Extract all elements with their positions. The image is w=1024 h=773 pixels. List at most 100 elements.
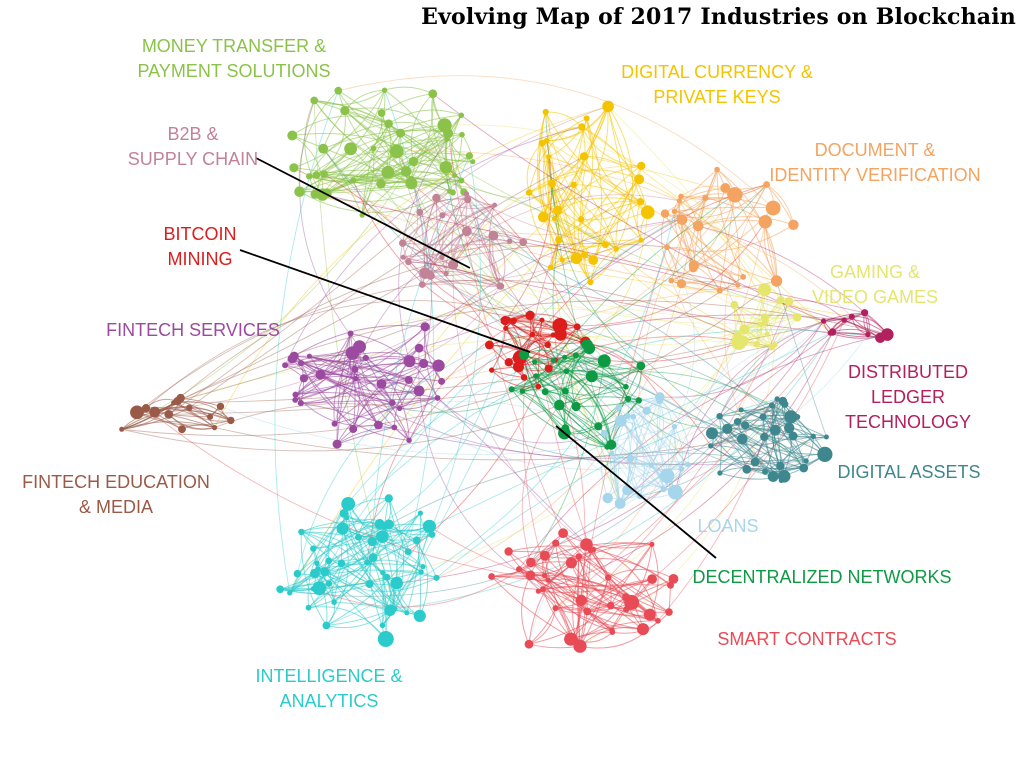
- node: [741, 421, 749, 429]
- node: [861, 309, 868, 316]
- node: [171, 400, 176, 405]
- node: [811, 434, 816, 439]
- label-line: DIGITAL CURRENCY &: [606, 60, 828, 85]
- node: [525, 311, 534, 320]
- node: [533, 373, 539, 379]
- node: [532, 359, 537, 364]
- node: [548, 180, 556, 188]
- node: [545, 364, 553, 372]
- node: [341, 497, 355, 511]
- node: [751, 458, 760, 467]
- label-loans: LOANS: [690, 514, 766, 539]
- node: [340, 106, 349, 115]
- node: [217, 403, 224, 410]
- node: [444, 137, 449, 142]
- node: [677, 214, 682, 219]
- edge: [385, 87, 433, 94]
- node: [380, 623, 386, 629]
- node: [702, 195, 708, 201]
- node: [583, 608, 591, 616]
- label-line: PAYMENT SOLUTIONS: [118, 59, 350, 84]
- node: [644, 609, 656, 621]
- node: [459, 132, 465, 138]
- node: [587, 279, 593, 285]
- node: [511, 318, 517, 324]
- node: [420, 564, 425, 569]
- node: [760, 413, 767, 420]
- node: [647, 574, 657, 584]
- node: [497, 283, 504, 290]
- node: [637, 198, 644, 205]
- node: [661, 209, 669, 217]
- node: [298, 529, 304, 535]
- node: [207, 414, 213, 420]
- node: [552, 318, 567, 333]
- node: [562, 388, 569, 395]
- node: [526, 571, 536, 581]
- node: [326, 580, 332, 586]
- node: [543, 109, 549, 115]
- label-line: FINTECH SERVICES: [104, 318, 282, 343]
- node: [538, 212, 549, 223]
- label-line: PRIVATE KEYS: [606, 85, 828, 110]
- node: [542, 573, 548, 579]
- node: [438, 118, 452, 132]
- node: [788, 220, 798, 230]
- node: [769, 403, 775, 409]
- node: [553, 206, 562, 215]
- label-distributed-ledger: DISTRIBUTED LEDGER TECHNOLOGY: [836, 360, 980, 435]
- node: [821, 318, 826, 323]
- edge: [137, 280, 738, 412]
- label-line: GAMING &: [800, 260, 950, 285]
- node: [655, 618, 661, 624]
- node: [526, 558, 536, 568]
- node: [298, 360, 304, 366]
- label-line: TECHNOLOGY: [836, 410, 980, 435]
- node: [580, 152, 588, 160]
- node: [333, 440, 342, 449]
- node: [679, 466, 685, 472]
- node: [636, 397, 642, 403]
- node: [793, 313, 801, 321]
- node: [603, 493, 613, 503]
- node: [643, 407, 651, 415]
- node: [803, 458, 808, 463]
- node: [380, 570, 385, 575]
- label-bitcoin-mining: BITCOIN MINING: [152, 222, 248, 272]
- label-line: B2B &: [118, 122, 268, 147]
- node: [318, 144, 328, 154]
- node: [777, 296, 785, 304]
- node: [419, 281, 426, 288]
- node: [730, 301, 738, 309]
- node: [382, 166, 395, 179]
- node: [689, 260, 699, 270]
- node: [331, 599, 337, 605]
- label-digital-assets: DIGITAL ASSETS: [834, 460, 984, 485]
- node: [492, 203, 497, 208]
- node: [761, 313, 769, 321]
- label-line: SMART CONTRACTS: [712, 627, 902, 652]
- node: [405, 548, 412, 555]
- node: [554, 400, 565, 411]
- node: [607, 602, 614, 609]
- node: [401, 166, 411, 176]
- node: [323, 622, 331, 630]
- node: [540, 318, 545, 323]
- node: [770, 425, 781, 436]
- node: [351, 366, 358, 373]
- node: [739, 407, 744, 412]
- node: [383, 574, 390, 581]
- node: [735, 283, 740, 288]
- node: [374, 421, 383, 430]
- node: [742, 465, 751, 474]
- node: [418, 510, 423, 515]
- node: [505, 358, 513, 366]
- label-document-identity: DOCUMENT & IDENTITY VERIFICATION: [764, 138, 986, 188]
- node: [552, 540, 559, 547]
- node: [564, 368, 570, 374]
- node: [693, 221, 704, 232]
- node: [287, 590, 292, 595]
- node: [405, 259, 411, 265]
- node: [768, 344, 775, 351]
- node: [542, 388, 549, 395]
